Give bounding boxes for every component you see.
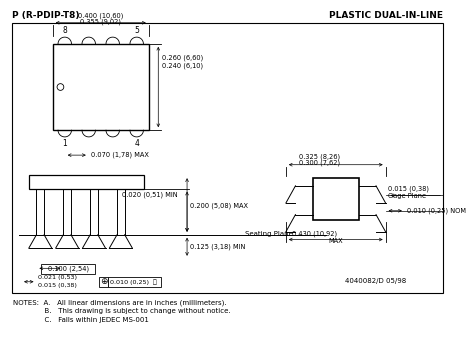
Text: 0.125 (3,18) MIN: 0.125 (3,18) MIN xyxy=(190,244,246,250)
Text: NOTES:  A.   All linear dimensions are in inches (millimeters).: NOTES: A. All linear dimensions are in i… xyxy=(13,299,227,306)
Text: 4: 4 xyxy=(134,139,139,148)
Text: 0.400 (10,60): 0.400 (10,60) xyxy=(78,13,123,19)
Text: 0.240 (6,10): 0.240 (6,10) xyxy=(162,63,203,69)
Text: 0.015 (0,38): 0.015 (0,38) xyxy=(388,185,428,192)
Text: 0.070 (1,78) MAX: 0.070 (1,78) MAX xyxy=(91,152,148,158)
Text: 8: 8 xyxy=(63,26,67,35)
Text: 0.325 (8,26): 0.325 (8,26) xyxy=(299,154,340,160)
Text: C.   Falls within JEDEC MS-001: C. Falls within JEDEC MS-001 xyxy=(13,317,149,323)
Bar xyxy=(29,175,144,189)
Bar xyxy=(11,23,443,293)
Bar xyxy=(53,44,149,130)
Text: 0.021 (0,53): 0.021 (0,53) xyxy=(38,276,77,280)
Text: B.   This drawing is subject to change without notice.: B. This drawing is subject to change wit… xyxy=(13,309,231,314)
Text: 5: 5 xyxy=(134,26,139,35)
Text: 0.200 (5,08) MAX: 0.200 (5,08) MAX xyxy=(190,203,248,209)
Bar xyxy=(41,264,95,274)
Text: 0.100 (2,54): 0.100 (2,54) xyxy=(47,265,89,272)
Text: 4040082/D 05/98: 4040082/D 05/98 xyxy=(346,278,407,284)
Text: 0.355 (9,02): 0.355 (9,02) xyxy=(80,19,121,25)
Text: 0.010 (0,25) NOM: 0.010 (0,25) NOM xyxy=(407,208,466,214)
Bar xyxy=(99,277,109,286)
Text: 0.430 (10,92): 0.430 (10,92) xyxy=(292,231,337,237)
Text: 0.260 (6,60): 0.260 (6,60) xyxy=(162,55,203,61)
Text: Seating Plane: Seating Plane xyxy=(245,231,292,237)
Bar xyxy=(313,178,359,220)
Text: 0.300 (7,62): 0.300 (7,62) xyxy=(299,160,340,166)
Text: Gage Plane: Gage Plane xyxy=(388,193,426,199)
Text: MAX: MAX xyxy=(328,238,343,244)
Text: 0.010 (0,25)  ⓜ: 0.010 (0,25) ⓜ xyxy=(110,279,157,285)
Text: 1: 1 xyxy=(63,139,67,148)
Text: 0.020 (0,51) MIN: 0.020 (0,51) MIN xyxy=(122,191,177,198)
Text: P (R-PDIP-T8): P (R-PDIP-T8) xyxy=(11,11,79,20)
Bar xyxy=(109,277,161,286)
Text: ⊕: ⊕ xyxy=(100,277,107,286)
Text: 0.015 (0,38): 0.015 (0,38) xyxy=(38,283,77,288)
Text: PLASTIC DUAL-IN-LINE: PLASTIC DUAL-IN-LINE xyxy=(329,11,443,20)
